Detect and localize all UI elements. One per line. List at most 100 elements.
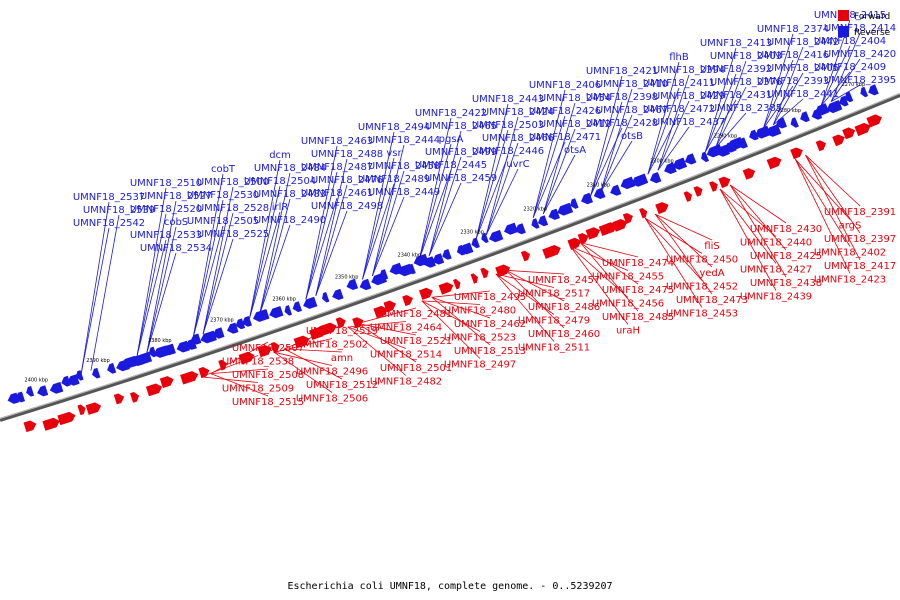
reverse-leader-line: [305, 171, 338, 300]
forward-gene-arrow: [598, 222, 617, 236]
reverse-leader-line: [600, 114, 633, 193]
reverse-gene-arrow: [736, 137, 748, 149]
reverse-gene-label: UMNF18_2426: [529, 106, 601, 117]
forward-gene-arrow: [57, 411, 76, 426]
reverse-leader-line: [600, 140, 633, 193]
reverse-leader-line: [830, 32, 861, 102]
reverse-leader-line: [715, 86, 747, 148]
forward-leader-line: [794, 159, 851, 274]
reverse-gene-label: UMNF18_2449: [368, 187, 440, 198]
forward-leader-line: [431, 290, 491, 298]
reverse-gene-arrow: [137, 351, 153, 364]
forward-leader-line: [654, 213, 713, 268]
gene-features: [7, 84, 882, 433]
reverse-gene-label: UMNF18_2459: [425, 173, 497, 184]
forward-gene-arrow: [480, 267, 489, 279]
forward-gene-label: UMNF18_2417: [824, 261, 896, 272]
reverse-leader-line: [418, 143, 452, 260]
reverse-leader-line: [136, 239, 167, 356]
reverse-gene-label: UMNF18_2428: [586, 118, 658, 129]
reverse-gene-arrow: [749, 129, 759, 141]
reverse-gene-arrow: [190, 333, 202, 345]
forward-gene-label: UMNF18_2507: [232, 343, 304, 354]
reverse-gene-arrow: [322, 292, 330, 303]
forward-gene-arrow: [85, 402, 102, 415]
reverse-leader-line: [90, 214, 120, 371]
forward-gene-label: UMNF18_2391: [824, 207, 896, 218]
forward-gene-arrow: [130, 392, 140, 403]
reverse-gene-arrow: [775, 117, 787, 129]
forward-gene-arrow: [766, 156, 782, 170]
reverse-gene-arrow: [537, 215, 549, 227]
scale-ticks: 2270 kbp 2280 kbp 2290 kbp 2300 kbp 2310 kbp…: [25, 82, 866, 384]
forward-gene-arrow: [866, 114, 882, 128]
forward-leader-line: [644, 217, 703, 308]
reverse-leader-line: [831, 84, 861, 102]
reverse-gene-arrow: [570, 198, 579, 209]
forward-gene-label: UMNF18_2453: [666, 309, 738, 320]
reverse-gene-label: UMNF18_2484: [254, 163, 326, 174]
forward-leader-line: [431, 296, 491, 319]
reverse-leader-line: [249, 185, 281, 319]
reverse-gene-arrow: [49, 381, 64, 394]
reverse-gene-label: UMNF18_2461: [301, 188, 373, 199]
reverse-gene-arrow: [620, 176, 636, 190]
reverse-gene-arrow: [92, 367, 101, 379]
forward-leader-line: [570, 246, 629, 271]
reverse-leader-line: [647, 113, 680, 175]
forward-gene-arrow: [319, 322, 337, 336]
forward-gene-arrow: [790, 147, 803, 160]
forward-leader-line: [505, 270, 565, 329]
forward-gene-arrow: [495, 264, 511, 277]
forward-leader-line: [805, 154, 861, 261]
reverse-gene-label: UMNF18_2489: [358, 174, 430, 185]
reverse-leader-line: [532, 141, 566, 218]
forward-leader-line: [431, 296, 491, 346]
reverse-gene-arrow: [755, 125, 771, 139]
reverse-leader-line: [202, 186, 234, 335]
forward-leader-line: [284, 348, 343, 380]
reverse-leader-line: [705, 73, 737, 152]
reverse-gene-label: UMNF18_2421: [586, 66, 658, 77]
reverse-gene-arrow: [227, 322, 239, 334]
forward-leader-line: [719, 188, 777, 237]
forward-gene-label: UMNF18_2506: [296, 394, 368, 405]
forward-leader-line: [805, 154, 861, 234]
forward-gene-label: UMNF18_2485: [602, 312, 674, 323]
reverse-gene-arrow: [379, 269, 389, 280]
forward-gene-arrow: [709, 181, 718, 192]
reverse-leader-line: [192, 225, 224, 338]
forward-gene-arrow: [198, 367, 210, 379]
gene-labels: UMNF18_2415UMNF18_2414UMNF18_2404UMNF18_…: [73, 10, 896, 408]
reverse-leader-line: [590, 101, 623, 197]
reverse-gene-label: UMNF18_2376: [710, 77, 782, 88]
reverse-gene-arrow: [471, 237, 480, 249]
reverse-leader-line: [146, 226, 177, 353]
reverse-gene-arrow: [672, 157, 688, 170]
scale-tick-label: 2290 kbp: [714, 133, 738, 139]
reverse-gene-label: UMNF18_2537: [73, 192, 145, 203]
forward-leader-line: [795, 158, 851, 220]
forward-leader-line: [421, 300, 481, 359]
reverse-gene-label: UMNF18_2412: [539, 119, 611, 130]
forward-gene-label: amn: [331, 353, 353, 364]
reverse-leader-line: [428, 156, 462, 256]
forward-gene-label: UMNF18_2514: [370, 350, 442, 361]
scale-tick-label: 2320 kbp: [523, 207, 547, 213]
reverse-gene-label: UMNF18_2527: [140, 191, 212, 202]
forward-gene-label: UMNF18_2502: [296, 340, 368, 351]
forward-gene-label: UMNF18_2515: [232, 397, 304, 408]
reverse-gene-arrow: [26, 386, 35, 397]
forward-leader-line: [357, 307, 417, 324]
forward-gene-arrow: [520, 250, 531, 262]
reverse-leader-line: [715, 112, 747, 149]
legend: Forward Reverse: [838, 10, 891, 38]
forward-gene-label: UMNF18_2456: [592, 299, 664, 310]
reverse-gene-arrow: [766, 124, 782, 137]
reverse-leader-line: [647, 61, 680, 175]
reverse-leader-line: [590, 127, 623, 197]
reverse-gene-arrow: [212, 327, 225, 339]
forward-gene-arrow: [585, 227, 601, 240]
reverse-gene-label: UMNF18_2525: [197, 229, 269, 240]
reverse-gene-label: UMNF18_2410: [596, 79, 668, 90]
